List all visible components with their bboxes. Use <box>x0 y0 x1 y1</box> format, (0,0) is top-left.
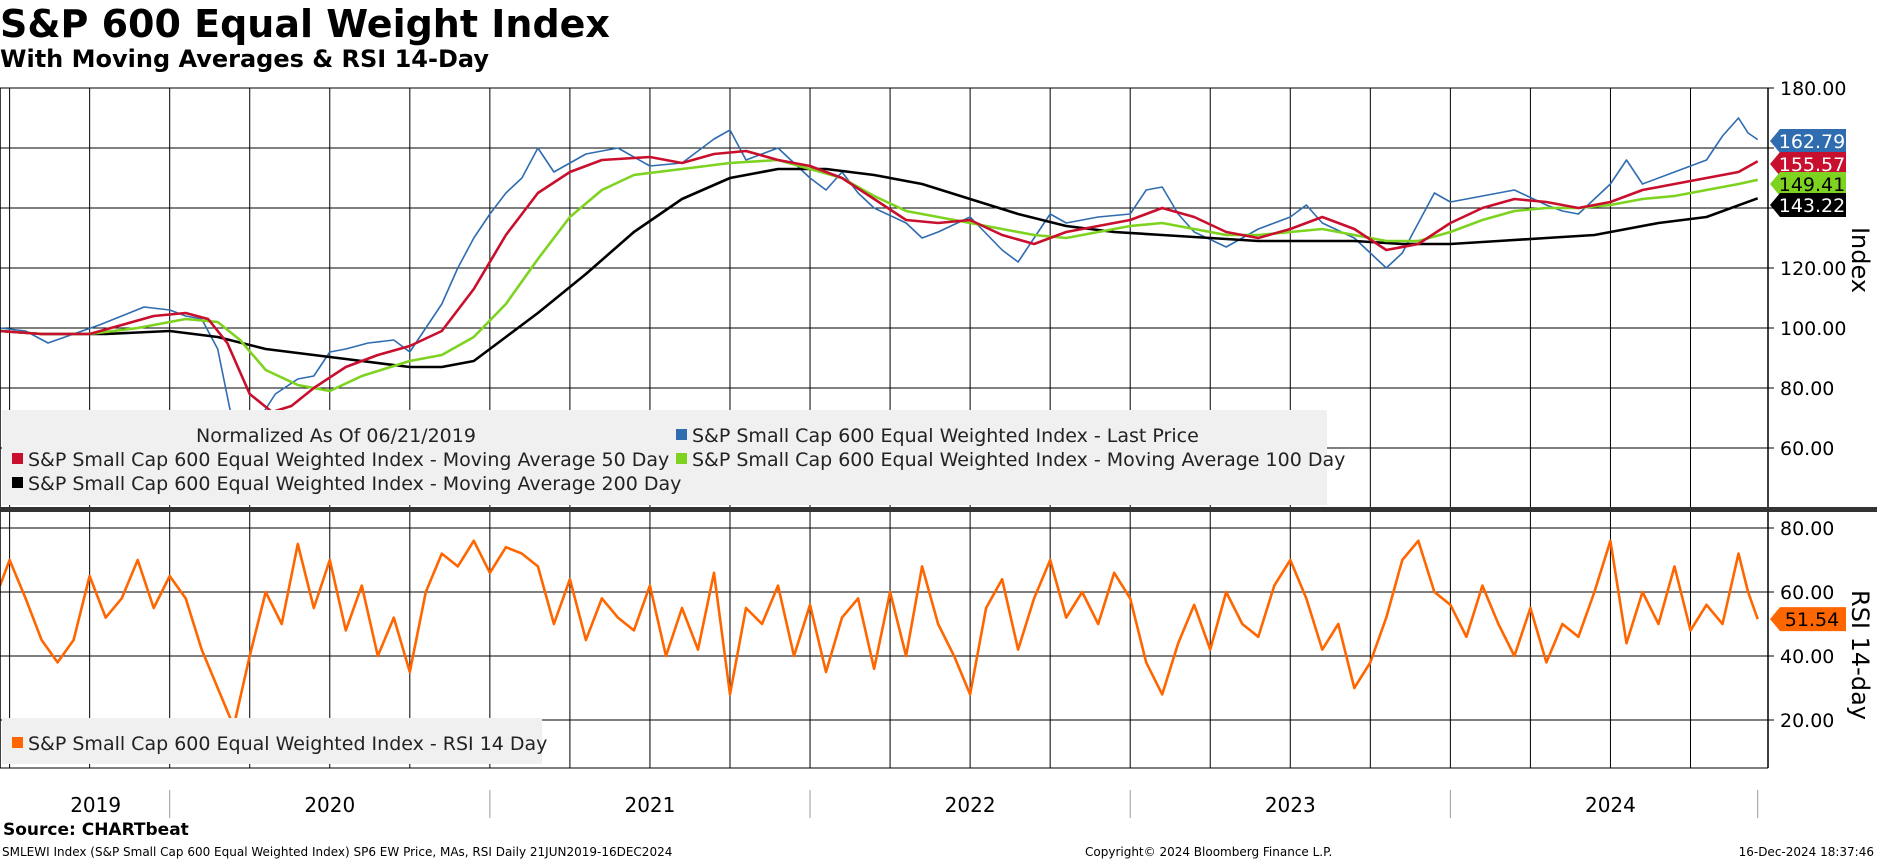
ma100-badge-value: 149.41 <box>1779 174 1845 196</box>
legend-ma100-swatch <box>676 453 687 464</box>
x-year-label: 2019 <box>70 793 121 817</box>
y-axis-title-rsi: RSI 14-day <box>1846 590 1874 720</box>
ma50-series-line <box>0 149 1759 414</box>
legend-ma50-label: S&P Small Cap 600 Equal Weighted Index -… <box>28 449 669 471</box>
legend-ma200-label: S&P Small Cap 600 Equal Weighted Index -… <box>28 473 681 495</box>
ma200-badge <box>1770 193 1846 217</box>
x-year-label: 2024 <box>1585 793 1636 817</box>
price-series-line <box>0 117 1759 443</box>
ma200-series-line <box>0 167 1759 369</box>
y-tick-label: 120.00 <box>1780 258 1846 280</box>
y-tick-label: 40.00 <box>1780 646 1834 668</box>
y-tick-label: 100.00 <box>1780 318 1846 340</box>
x-year-label: 2021 <box>624 793 675 817</box>
rsi-series-line <box>0 539 1759 728</box>
rsi-badge <box>1770 607 1846 632</box>
x-year-label: 2022 <box>945 793 996 817</box>
price-badge-value: 162.79 <box>1779 131 1845 153</box>
panel-divider <box>0 507 1877 512</box>
y-tick-label: 180.00 <box>1780 78 1846 100</box>
legend-ma100-label: S&P Small Cap 600 Equal Weighted Index -… <box>692 449 1345 471</box>
x-year-label: 2020 <box>304 793 355 817</box>
legend-rsi-swatch <box>12 737 23 748</box>
legend-ma50-swatch <box>12 453 23 464</box>
rsi-legend-box <box>2 718 542 764</box>
ma100-badge <box>1770 172 1846 196</box>
x-year-label: 2023 <box>1265 793 1316 817</box>
legend-rsi-label: S&P Small Cap 600 Equal Weighted Index -… <box>28 733 547 755</box>
y-tick-label: 60.00 <box>1780 582 1834 604</box>
legend-ma200-swatch <box>12 477 23 488</box>
y-tick-label: 80.00 <box>1780 518 1834 540</box>
ma50-badge <box>1770 152 1846 176</box>
chart-title: S&P 600 Equal Weight Index <box>0 2 610 46</box>
y-tick-label: 60.00 <box>1780 438 1834 460</box>
rsi-badge-value: 51.54 <box>1785 609 1839 631</box>
footer-description: SMLEWI Index (S&P Small Cap 600 Equal We… <box>2 845 673 859</box>
y-axis-title-price: Index <box>1846 227 1874 293</box>
price-legend-box <box>2 410 1327 505</box>
source-note: Source: CHARTbeat <box>3 820 189 840</box>
ma50-badge-value: 155.57 <box>1779 154 1845 176</box>
y-tick-label: 80.00 <box>1780 378 1834 400</box>
footer-copyright: Copyright© 2024 Bloomberg Finance L.P. <box>1085 845 1333 859</box>
legend-price-swatch <box>676 429 687 440</box>
y-tick-label: 20.00 <box>1780 710 1834 732</box>
ma200-badge-value: 143.22 <box>1779 195 1845 217</box>
legend-price-label: S&P Small Cap 600 Equal Weighted Index -… <box>692 425 1199 447</box>
ma100-series-line <box>0 158 1758 393</box>
price-badge <box>1770 129 1846 153</box>
footer-timestamp: 16-Dec-2024 18:37:46 <box>1738 845 1874 859</box>
normalized-note: Normalized As Of 06/21/2019 <box>196 425 476 447</box>
chart-subtitle: With Moving Averages & RSI 14-Day <box>0 45 489 73</box>
